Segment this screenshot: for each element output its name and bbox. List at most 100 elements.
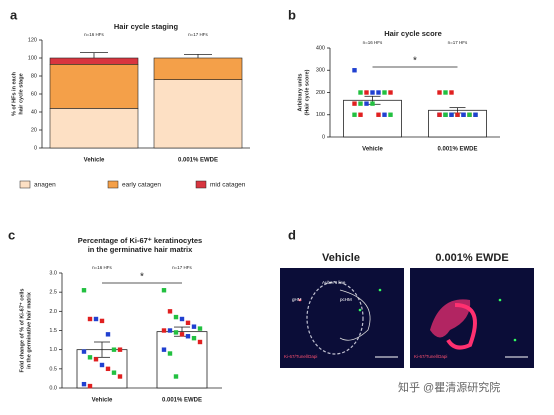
y-tick-label: 0.0 bbox=[49, 385, 57, 391]
legend-swatch bbox=[107, 180, 119, 189]
y-tick-label: 60 bbox=[31, 91, 37, 97]
data-point bbox=[161, 288, 167, 293]
data-point bbox=[167, 328, 173, 333]
data-point bbox=[167, 351, 173, 356]
data-point bbox=[173, 314, 179, 320]
annotation: n=16 HFs bbox=[92, 265, 112, 270]
data-point bbox=[111, 347, 117, 352]
y-tick-label: 0.5 bbox=[49, 366, 57, 372]
data-point bbox=[117, 347, 123, 352]
image-title: Vehicle bbox=[322, 252, 360, 264]
legend-swatch bbox=[19, 180, 31, 189]
data-point bbox=[105, 332, 111, 337]
annotation: n=16 HFs bbox=[84, 32, 104, 37]
data-point bbox=[81, 381, 87, 387]
legend-label: early catagen bbox=[122, 182, 161, 189]
data-point bbox=[382, 90, 387, 95]
data-point bbox=[382, 112, 387, 117]
chart-title: Hair cycle staging bbox=[114, 22, 179, 31]
data-point bbox=[364, 90, 369, 95]
data-point bbox=[388, 112, 393, 117]
y-tick-label: 120 bbox=[28, 37, 37, 43]
y-tick-label: 20 bbox=[31, 127, 37, 133]
stain-label: Ki-67/Tunel/Dapi bbox=[284, 354, 317, 359]
data-point bbox=[111, 370, 117, 375]
y-tick-label: 40 bbox=[31, 109, 37, 115]
data-point bbox=[388, 90, 393, 95]
data-point bbox=[93, 357, 99, 362]
stain-label: Ki-67/Tunel/Dapi bbox=[414, 354, 447, 359]
image-label: Auber's line bbox=[322, 280, 346, 285]
y-tick-label: 80 bbox=[31, 73, 37, 79]
y-tick-label: 300 bbox=[316, 68, 325, 74]
data-point bbox=[167, 309, 173, 314]
annotation: n=17 HFs bbox=[172, 265, 192, 270]
data-point bbox=[81, 349, 87, 354]
chart-title: Percentage of Ki-67⁺ keratinocytes bbox=[78, 236, 202, 245]
data-point bbox=[352, 68, 357, 73]
data-point bbox=[191, 335, 197, 341]
data-point bbox=[352, 112, 357, 117]
data-point bbox=[87, 316, 93, 322]
y-axis-label: Fold change of % of Ki-67⁺ cells bbox=[18, 289, 25, 373]
data-point bbox=[93, 316, 99, 322]
data-point bbox=[352, 101, 357, 106]
y-axis-label: % of HFs in each bbox=[11, 71, 17, 116]
data-point bbox=[161, 347, 167, 352]
chart-title: Hair cycle score bbox=[384, 29, 442, 38]
data-point bbox=[173, 330, 179, 335]
data-point bbox=[197, 339, 203, 345]
x-tick-label: 0.001% EWDE bbox=[437, 147, 477, 153]
error-bar bbox=[80, 52, 108, 58]
image-label: pcHM bbox=[340, 297, 352, 302]
x-tick-label: Vehicle bbox=[92, 398, 113, 404]
micrograph bbox=[280, 268, 404, 368]
panel-label: c bbox=[8, 227, 15, 242]
bar bbox=[343, 99, 402, 138]
data-point bbox=[455, 112, 460, 117]
x-tick-label: 0.001% EWDE bbox=[178, 158, 218, 164]
data-point bbox=[370, 101, 375, 106]
legend-swatch bbox=[195, 180, 207, 189]
data-point bbox=[99, 362, 105, 368]
data-point bbox=[443, 90, 448, 95]
y-axis-label: hair cycle stage bbox=[18, 73, 24, 114]
data-point bbox=[443, 112, 448, 117]
significance-label: * bbox=[413, 56, 417, 67]
bar-segment bbox=[49, 108, 139, 149]
data-point bbox=[173, 374, 179, 379]
y-tick-label: 400 bbox=[316, 45, 325, 51]
significance-label: * bbox=[140, 272, 144, 283]
data-point bbox=[358, 112, 363, 117]
error-bar bbox=[184, 54, 212, 58]
data-point bbox=[364, 101, 369, 106]
watermark: 知乎 @瞿清源研究院 bbox=[398, 380, 500, 394]
x-tick-label: Vehicle bbox=[362, 147, 383, 153]
data-point bbox=[467, 112, 472, 117]
panel-label: a bbox=[10, 7, 18, 22]
annotation: n=16 HFs bbox=[363, 40, 383, 45]
data-point bbox=[358, 101, 363, 106]
bar-segment bbox=[153, 79, 243, 149]
y-tick-label: 2.5 bbox=[49, 290, 57, 296]
x-tick-label: 0.001% EWDE bbox=[162, 398, 202, 404]
legend-label: anagen bbox=[34, 182, 56, 189]
data-point bbox=[461, 112, 466, 117]
data-point bbox=[105, 366, 111, 372]
data-point bbox=[358, 90, 363, 95]
panel-label: d bbox=[288, 227, 296, 242]
y-tick-label: 200 bbox=[316, 90, 325, 96]
data-point bbox=[197, 326, 203, 331]
y-tick-label: 1.0 bbox=[49, 347, 57, 353]
image-label: gHM bbox=[292, 297, 302, 302]
data-point bbox=[370, 90, 375, 95]
data-point bbox=[161, 328, 167, 333]
legend-label: mid catagen bbox=[210, 182, 246, 189]
bar-segment bbox=[49, 64, 139, 109]
x-tick-label: Vehicle bbox=[84, 158, 105, 164]
data-point bbox=[449, 112, 454, 117]
annotation: n=17 HFs bbox=[188, 32, 208, 37]
micrograph bbox=[410, 268, 534, 368]
data-point bbox=[185, 334, 191, 339]
